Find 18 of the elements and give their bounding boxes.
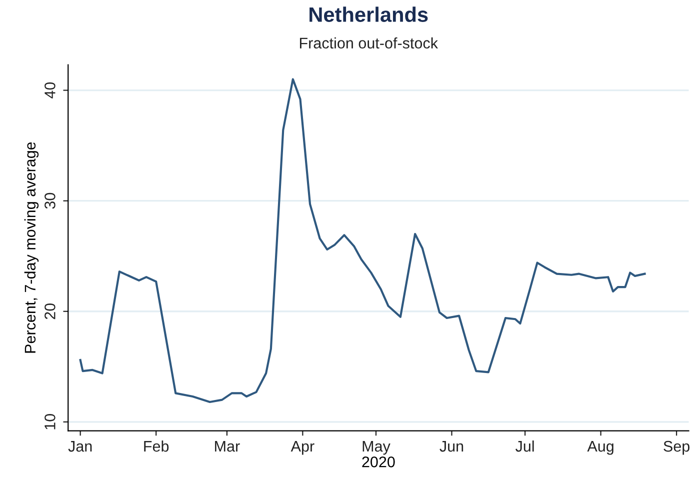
x-tick-label: Feb [144, 440, 169, 452]
y-tick-label: 40 [44, 82, 56, 98]
y-tick-label: 10 [44, 414, 56, 430]
y-axis-title: Percent, 7-day moving average [24, 142, 39, 353]
y-tick-label: 20 [44, 303, 56, 320]
x-tick-label: Jan [68, 441, 92, 452]
y-tick-label: 30 [44, 192, 56, 209]
x-tick-label: Mar [215, 441, 240, 452]
x-tick-label: May [362, 441, 390, 455]
chart-title: Netherlands [310, 6, 428, 22]
line-series [79, 78, 646, 404]
x-tick-label: Jun [440, 441, 464, 452]
x-tick-label: Apr [290, 441, 314, 455]
x-tick-label: Aug [587, 441, 614, 455]
x-tick-label: Sep [664, 440, 690, 455]
chart-subtitle: Fraction out-of-stock [300, 37, 438, 49]
x-axis-title: 2020 [362, 456, 395, 468]
x-tick-label: Jul [516, 440, 534, 452]
